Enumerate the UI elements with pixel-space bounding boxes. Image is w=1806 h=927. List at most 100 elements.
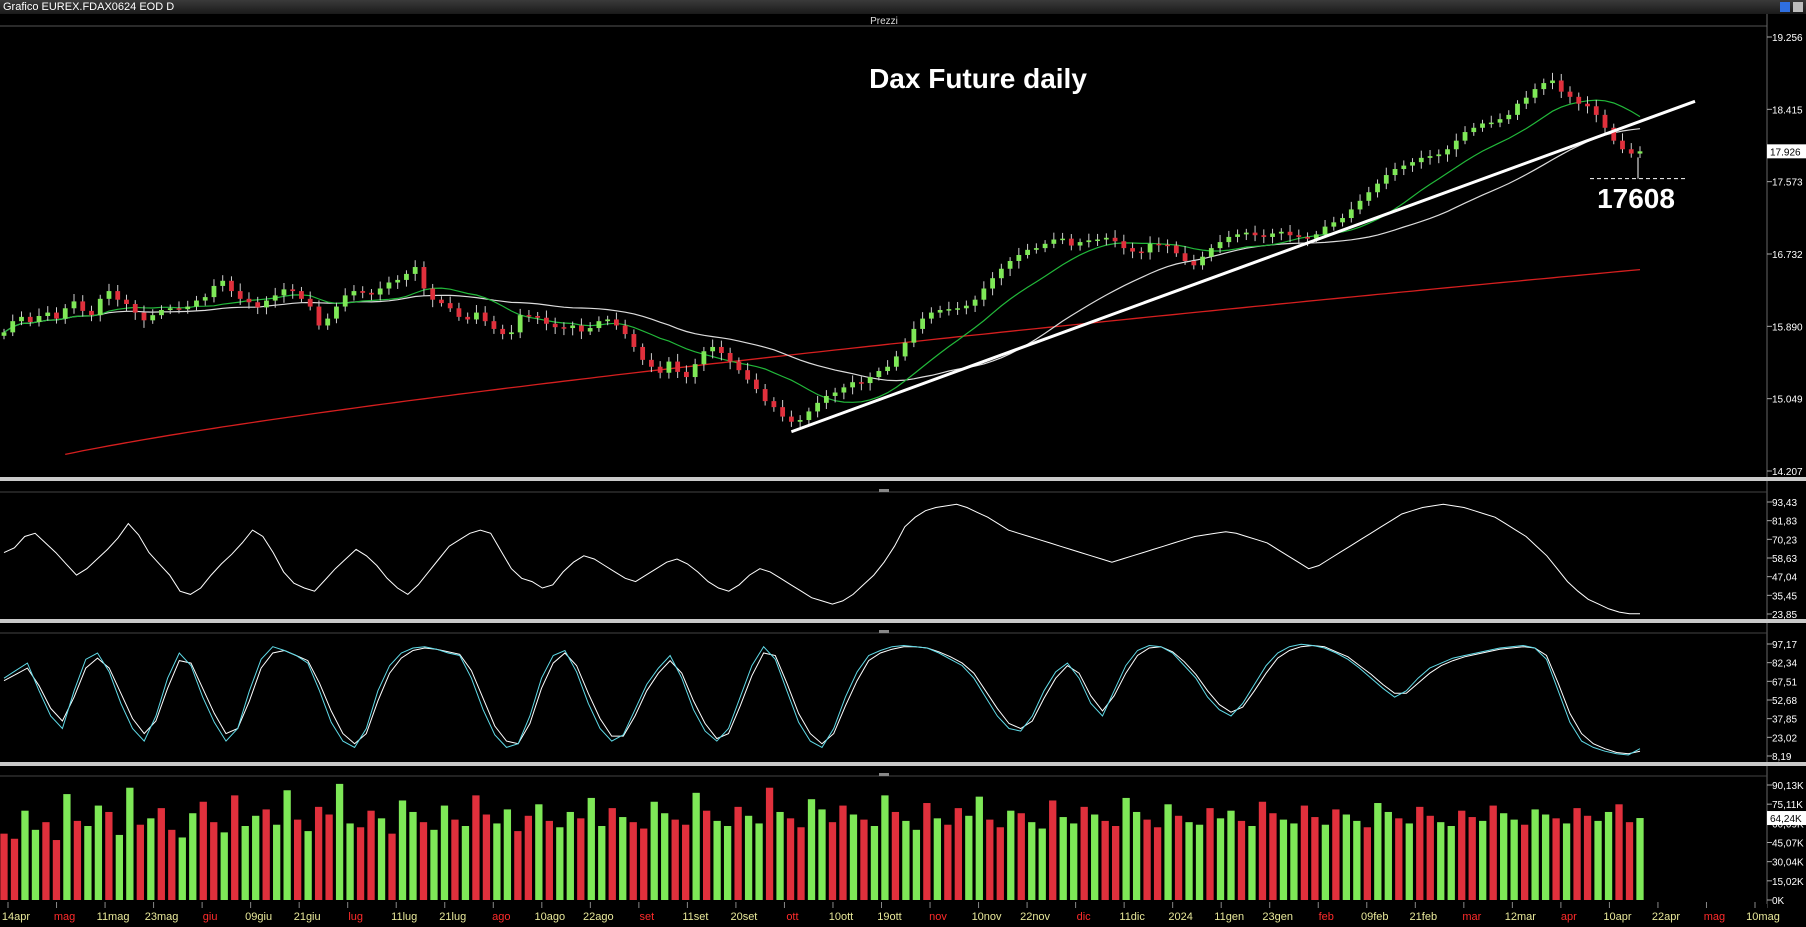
candle-body bbox=[1156, 243, 1162, 246]
stochastic-d-line bbox=[3, 644, 1641, 755]
volume-bar bbox=[902, 820, 910, 900]
x-axis-label: 10apr bbox=[1603, 911, 1631, 923]
volume-bar bbox=[870, 825, 879, 900]
svg-text:▬: ▬ bbox=[879, 768, 889, 779]
candle-body bbox=[1200, 256, 1205, 266]
candle-body bbox=[325, 318, 331, 326]
volume-bar bbox=[1237, 820, 1246, 900]
candle-body bbox=[491, 321, 497, 329]
x-axis-label: mar bbox=[1462, 911, 1481, 923]
candle-body bbox=[132, 303, 138, 313]
candle-body bbox=[1593, 106, 1599, 115]
volume-bar bbox=[954, 808, 962, 900]
candle-body bbox=[1567, 91, 1573, 97]
volume-bar bbox=[1458, 810, 1466, 900]
volume-bar bbox=[1195, 824, 1204, 900]
volume-bar bbox=[755, 823, 763, 900]
candle-body bbox=[150, 315, 156, 321]
x-axis-label: apr bbox=[1561, 911, 1577, 923]
candle-body bbox=[97, 298, 103, 316]
volume-bar bbox=[1111, 825, 1120, 900]
candle-body bbox=[911, 328, 917, 343]
candle-body bbox=[535, 316, 541, 318]
candle-body bbox=[27, 316, 33, 323]
candle-body bbox=[955, 308, 960, 310]
candle-body bbox=[141, 312, 147, 321]
candle-body bbox=[1550, 80, 1555, 84]
candle-body bbox=[622, 325, 628, 335]
candle-body bbox=[281, 289, 287, 296]
candle-body bbox=[605, 319, 611, 322]
candle-body bbox=[1541, 83, 1547, 90]
candle-body bbox=[229, 280, 234, 292]
maximize-icon[interactable] bbox=[1780, 2, 1790, 12]
volume-bar bbox=[598, 825, 606, 900]
x-axis-label: 23gen bbox=[1262, 911, 1293, 923]
volume-bar bbox=[640, 828, 648, 900]
volume-bar bbox=[975, 796, 983, 900]
volume-bar bbox=[1216, 818, 1225, 900]
candle-body bbox=[377, 288, 383, 295]
candle-body bbox=[806, 411, 812, 421]
candle-body bbox=[517, 315, 523, 333]
candle-body bbox=[1130, 248, 1135, 252]
candle-body bbox=[928, 312, 934, 319]
candle-body bbox=[62, 308, 68, 319]
candle-body bbox=[1445, 149, 1450, 155]
volume-bar bbox=[1552, 818, 1560, 900]
candle-body bbox=[684, 371, 689, 378]
x-axis-label: ott bbox=[786, 911, 798, 923]
candle-body bbox=[1165, 244, 1170, 247]
volume-bar bbox=[440, 805, 449, 900]
candle-body bbox=[1191, 261, 1197, 266]
volume-bar bbox=[1311, 817, 1319, 900]
candle-body bbox=[797, 420, 803, 422]
volume-bar bbox=[1447, 825, 1455, 900]
volume-bar bbox=[231, 795, 239, 900]
x-axis-label: 11dic bbox=[1119, 911, 1145, 923]
volume-bar bbox=[587, 797, 595, 900]
volume-bar bbox=[1101, 820, 1109, 900]
volume-bar bbox=[671, 819, 679, 900]
volume-bar bbox=[63, 794, 71, 900]
candle-body bbox=[614, 319, 619, 326]
volume-bar bbox=[566, 811, 574, 900]
candle-body bbox=[631, 334, 637, 347]
volume-bar bbox=[1384, 811, 1392, 900]
candle-body bbox=[885, 366, 891, 372]
x-axis-label: 09feb bbox=[1361, 911, 1389, 923]
candle-body bbox=[1086, 240, 1092, 243]
volume-bar bbox=[619, 817, 627, 900]
momentum-axis-tick-label: 70,23 bbox=[1772, 535, 1797, 546]
volume-bar bbox=[430, 829, 438, 900]
ma-long-line bbox=[65, 268, 1641, 456]
volume-axis-tick-label: 15,02K bbox=[1772, 877, 1804, 888]
candle-body bbox=[10, 321, 16, 333]
last-volume-label: 64,24K bbox=[1770, 814, 1802, 825]
volume-bar bbox=[157, 808, 165, 900]
candle-body bbox=[272, 295, 278, 301]
price-axis-tick-label: 15.049 bbox=[1772, 395, 1803, 406]
candle-body bbox=[640, 346, 646, 360]
candle-body bbox=[990, 278, 995, 289]
restore-icon[interactable] bbox=[1793, 2, 1803, 12]
candle-body bbox=[1235, 234, 1240, 237]
candle-body bbox=[430, 288, 436, 300]
candle-body bbox=[815, 402, 821, 412]
volume-bar bbox=[1363, 827, 1371, 900]
volume-bar bbox=[1321, 824, 1330, 900]
candle-body bbox=[1392, 169, 1398, 176]
chart-title: Dax Future daily bbox=[869, 63, 1087, 94]
candle-body bbox=[745, 370, 751, 380]
candle-body bbox=[1366, 192, 1372, 201]
pane-separators: ▬ ▬ ▬ bbox=[0, 477, 1806, 779]
candle-body bbox=[771, 401, 777, 408]
candle-body bbox=[1226, 236, 1232, 243]
candle-body bbox=[1051, 239, 1057, 244]
x-axis-label: 11gen bbox=[1214, 911, 1244, 923]
candle-body bbox=[1217, 242, 1223, 249]
volume-bar bbox=[556, 827, 564, 900]
volume-bar bbox=[1604, 811, 1613, 900]
candle-body bbox=[858, 382, 864, 384]
candle-body bbox=[1497, 119, 1503, 123]
